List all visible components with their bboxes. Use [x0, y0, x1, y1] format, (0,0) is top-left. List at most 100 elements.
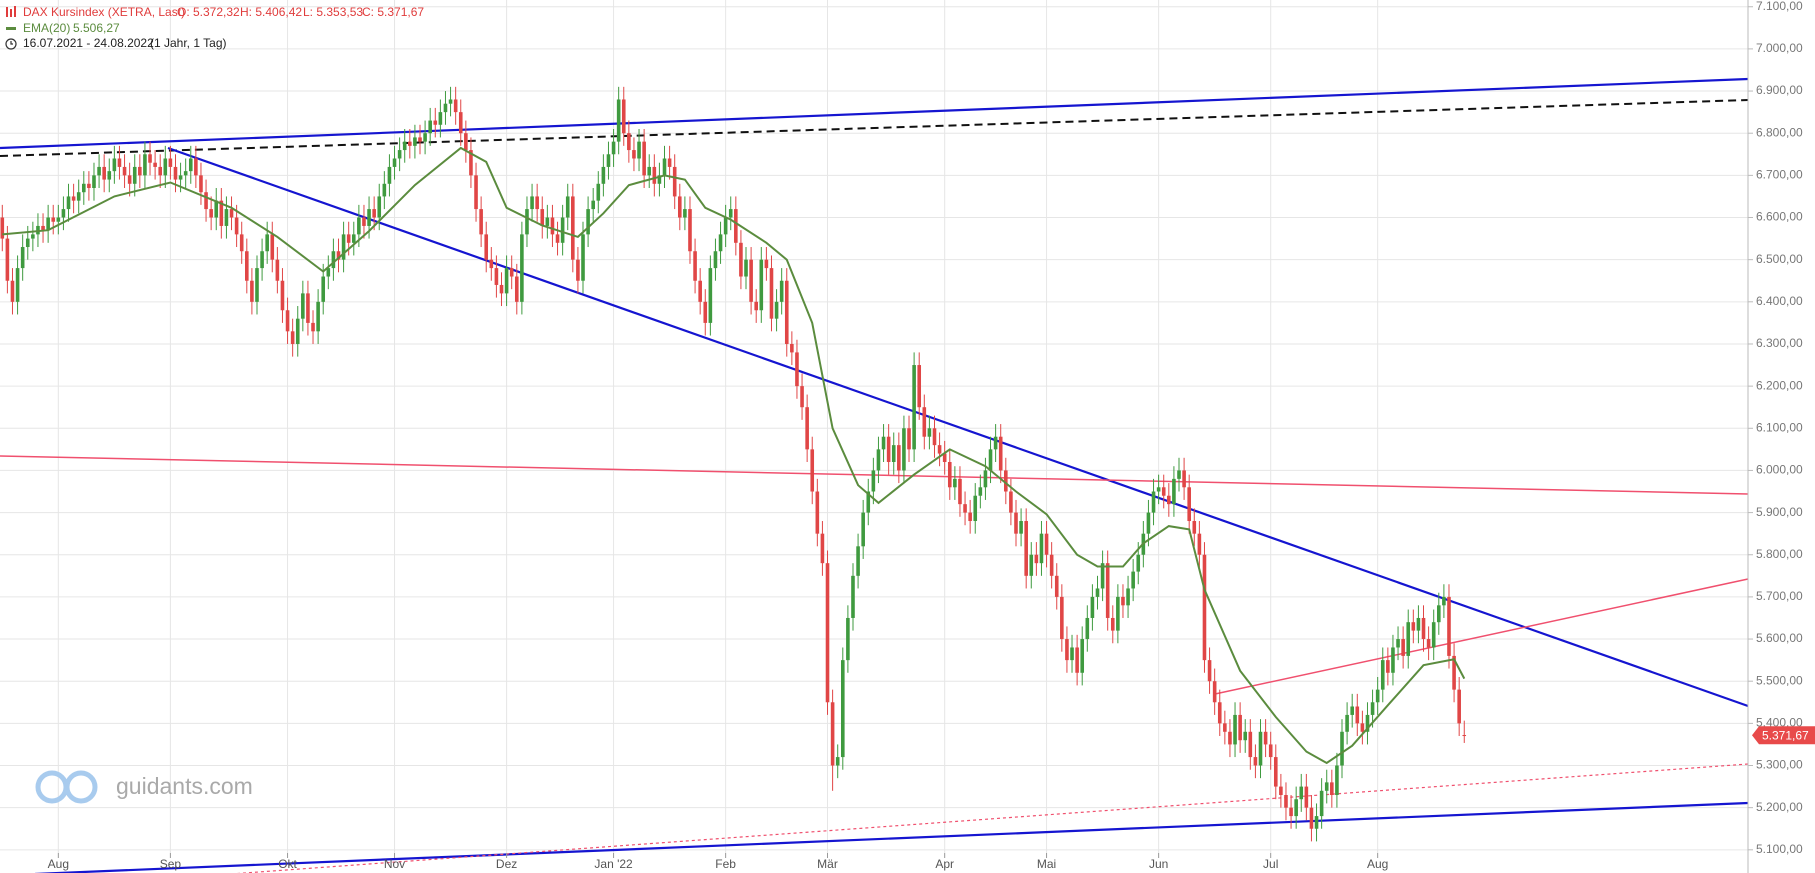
candle-body: [1340, 731, 1344, 766]
candle-body: [1401, 639, 1405, 656]
candle-body: [596, 183, 601, 201]
candle-body: [565, 196, 570, 218]
candle-body: [688, 209, 692, 252]
candle-body: [647, 166, 652, 176]
candle-body: [1075, 647, 1079, 673]
x-tick-label: Aug: [48, 857, 69, 871]
candle-body: [1100, 563, 1105, 589]
candle-body: [876, 449, 881, 471]
candle-body: [1044, 533, 1049, 555]
candle-body: [881, 436, 886, 450]
trendline: [1214, 578, 1749, 695]
candle-body: [1177, 470, 1181, 479]
candle-body: [514, 276, 519, 302]
candle-body: [1365, 714, 1370, 732]
candle-body: [489, 259, 494, 269]
candle-body: [10, 280, 15, 302]
y-tick-label: 6.500,00: [1756, 252, 1803, 266]
candle-body: [224, 209, 229, 226]
candle-body: [1009, 491, 1013, 513]
candle-body: [953, 478, 957, 488]
candle-body: [443, 103, 448, 113]
y-tick-label: 5.400,00: [1756, 716, 1803, 730]
candle-body: [153, 162, 157, 167]
candle-body: [891, 445, 896, 463]
candle-body: [555, 234, 560, 243]
candle-body: [280, 280, 285, 311]
candle-body: [790, 343, 794, 353]
candle-body: [734, 209, 738, 243]
candle-body: [387, 166, 392, 184]
candle-body: [1447, 596, 1451, 656]
trendline: [0, 77, 1749, 150]
candle-body: [993, 436, 998, 450]
candle-body: [805, 407, 809, 450]
candle-body: [581, 234, 585, 281]
candle-body: [520, 234, 524, 302]
icon: [6, 7, 8, 17]
candle-body: [632, 150, 636, 159]
ohlc-label: O: 5.372,32: [177, 5, 240, 19]
clock-icon: [5, 38, 17, 50]
candle-body: [616, 99, 621, 142]
candle-body: [474, 175, 478, 210]
x-tick-label: Okt: [278, 857, 297, 871]
candle-body: [5, 238, 10, 281]
candle-body: [621, 99, 626, 134]
candle-body: [820, 533, 825, 564]
candle-body: [413, 137, 417, 146]
candle-body: [1253, 757, 1258, 766]
candle-body: [265, 234, 269, 252]
candle-body: [1360, 723, 1365, 732]
candle-body: [1319, 790, 1324, 817]
candle-body: [1167, 495, 1171, 505]
candle-body: [897, 445, 901, 471]
candle-body: [1136, 554, 1141, 572]
candle-body: [0, 217, 5, 239]
candle-body: [260, 251, 264, 269]
candle-body: [122, 166, 127, 176]
candle-body: [453, 99, 458, 113]
candle-body: [321, 276, 326, 302]
candle-body: [1039, 533, 1044, 564]
legend-swatch: [6, 27, 16, 30]
ema-line: [2, 146, 1466, 765]
candle-body: [1452, 655, 1456, 690]
candle-body: [525, 209, 529, 235]
logo: guidants.com: [35, 770, 253, 804]
candle-body: [606, 154, 611, 167]
candle-body: [188, 158, 193, 172]
candle-body: [326, 268, 331, 277]
candle-body: [362, 217, 366, 226]
candle-body: [504, 268, 509, 294]
candle-body: [810, 449, 815, 492]
candle-body: [530, 196, 534, 210]
candle-body: [382, 183, 387, 197]
candle-body: [1060, 596, 1064, 640]
candle-body: [458, 112, 463, 134]
logo-ring: [35, 770, 69, 804]
y-tick-label: 6.200,00: [1756, 378, 1803, 392]
date-range: 16.07.2021 - 24.08.2022: [23, 36, 154, 50]
candle-body: [703, 301, 708, 323]
candle-body: [540, 209, 545, 226]
x-tick-label: Dez: [496, 857, 517, 871]
candle-body: [377, 196, 382, 218]
candle-body: [1024, 521, 1028, 576]
candle-body: [1289, 807, 1293, 817]
candle-body: [1228, 731, 1232, 745]
candle-body: [92, 175, 96, 189]
candle-body: [698, 280, 702, 302]
candle-body: [479, 209, 483, 235]
candle-body: [800, 386, 804, 408]
candle-body: [922, 407, 927, 437]
candle-body: [840, 660, 845, 758]
candle-body: [1284, 795, 1288, 808]
candle-body: [973, 495, 978, 522]
candle-body: [423, 133, 427, 142]
x-tick-label: Feb: [715, 857, 736, 871]
candle-body: [168, 158, 173, 167]
candle-body: [1131, 571, 1135, 589]
candle-body: [795, 352, 799, 387]
icon: [10, 9, 12, 17]
